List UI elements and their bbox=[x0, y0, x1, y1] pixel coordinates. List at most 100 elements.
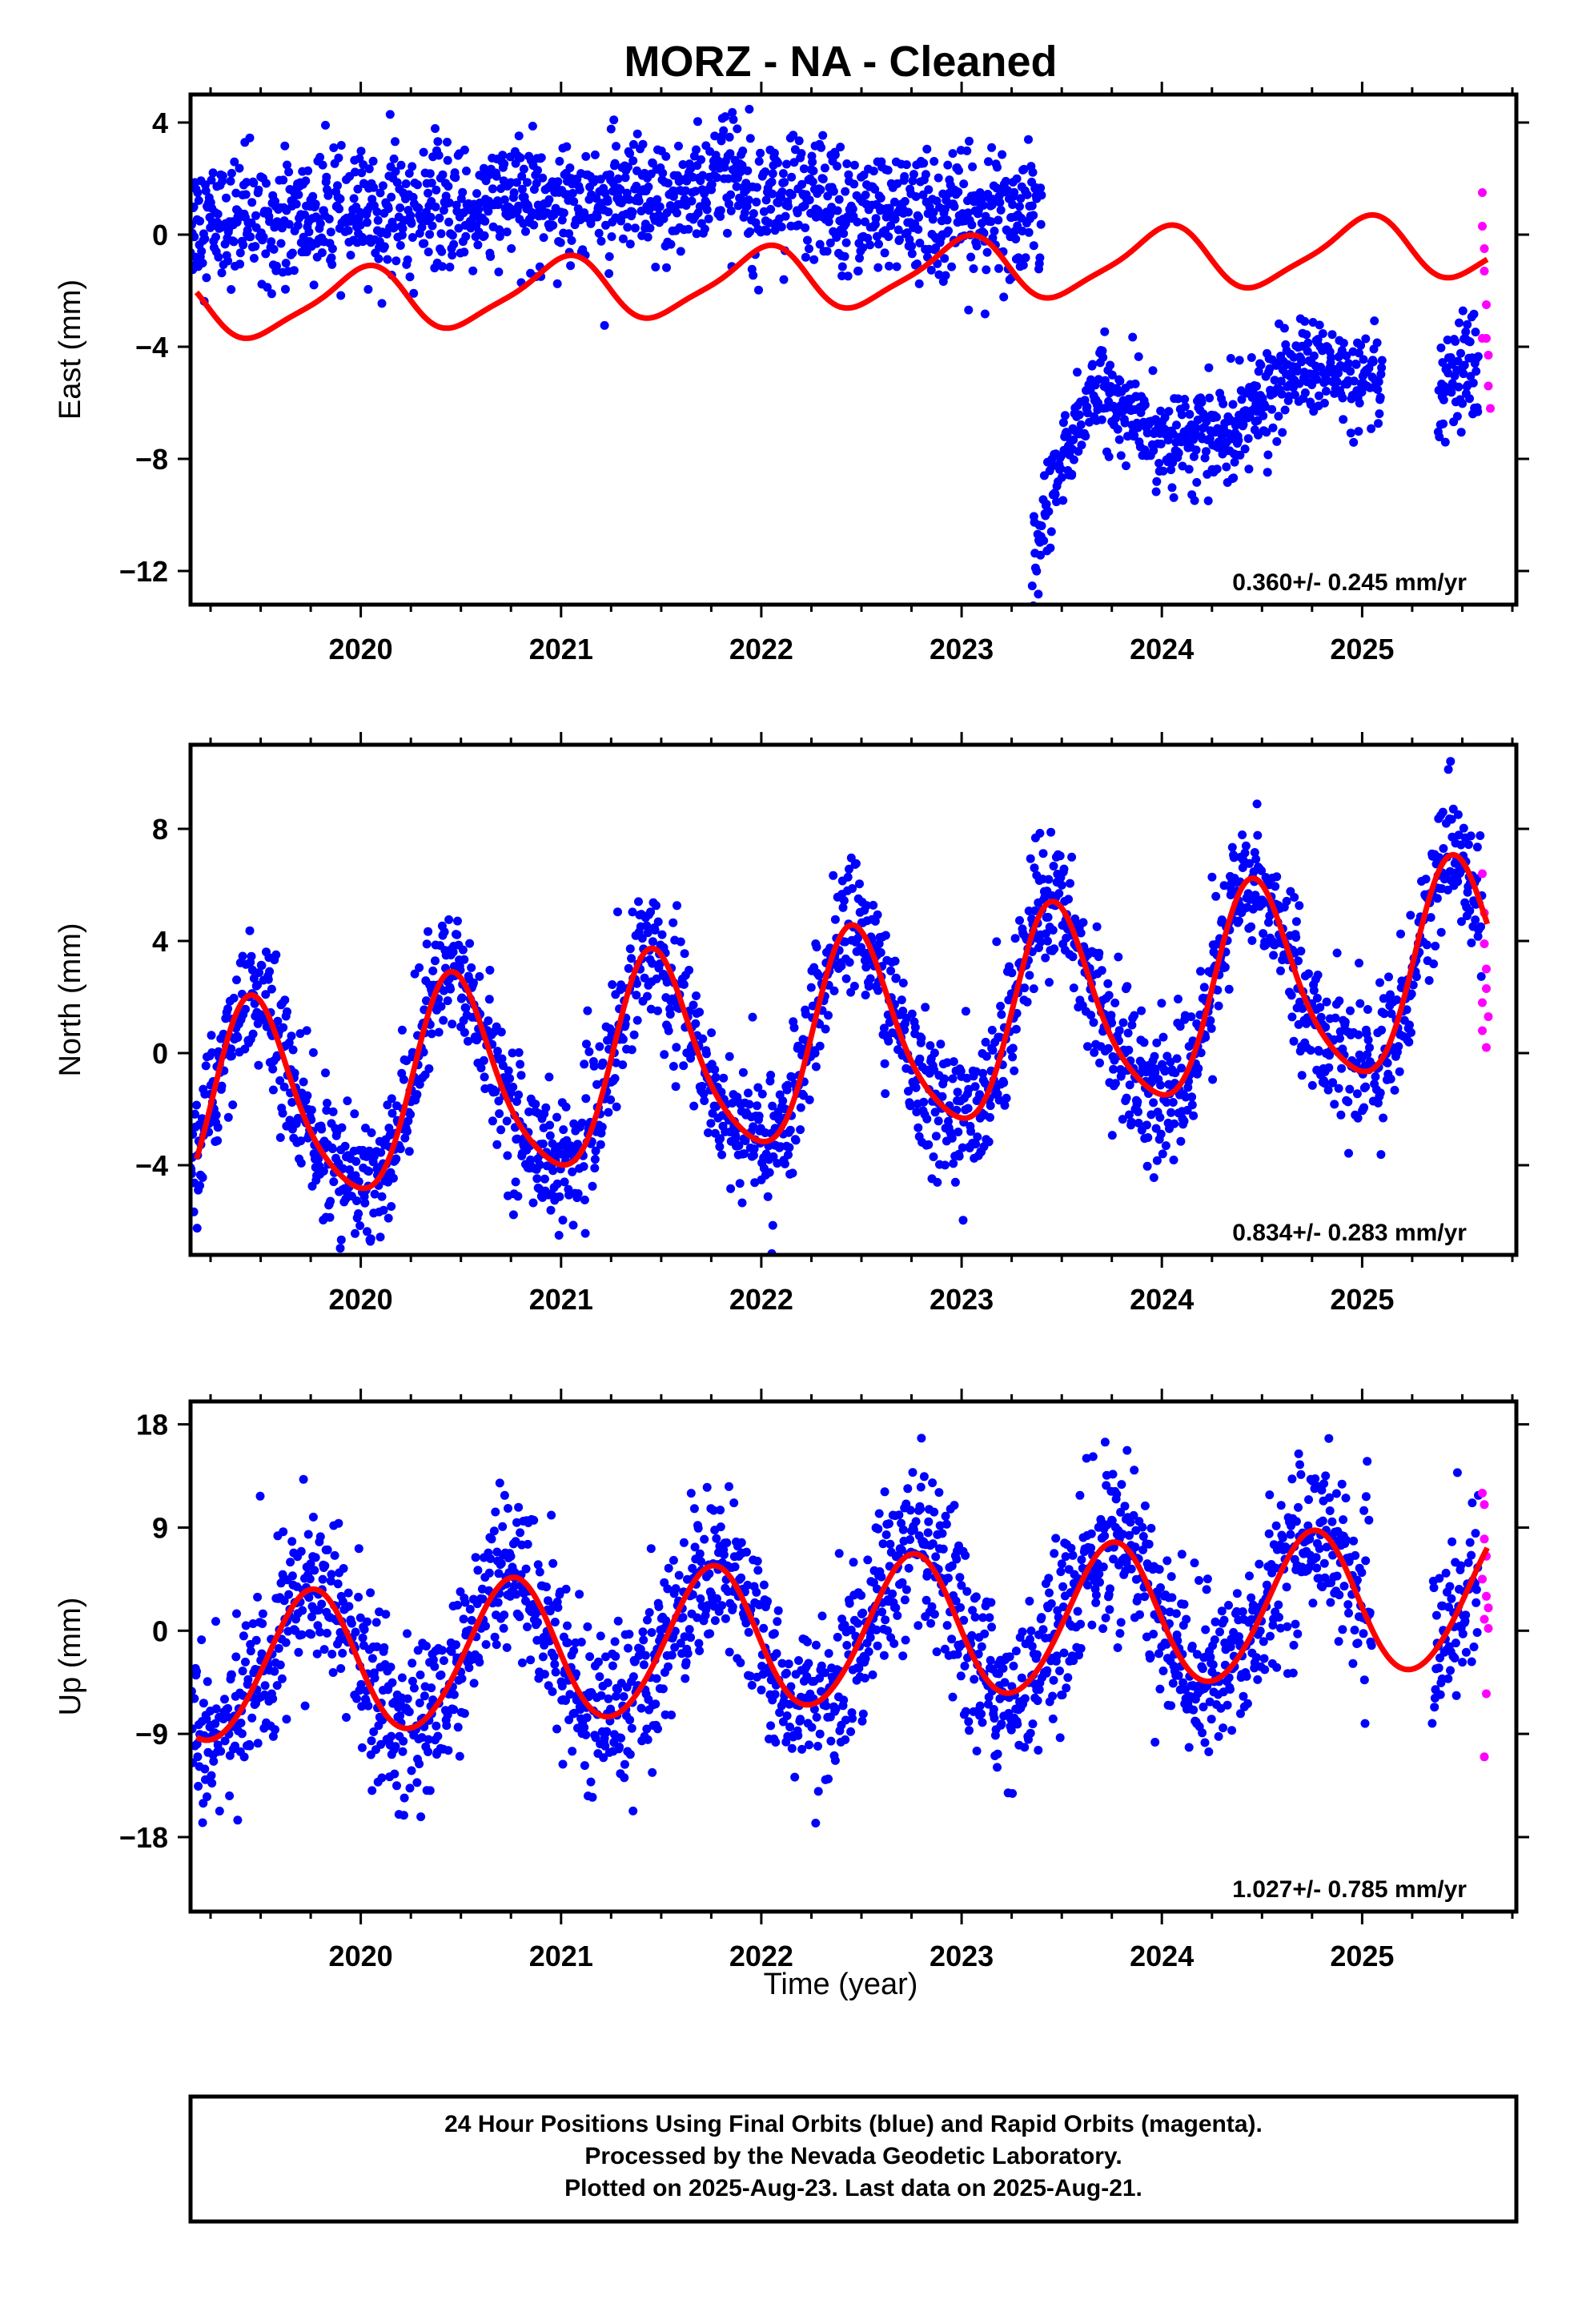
final-orbit-point bbox=[781, 211, 790, 221]
final-orbit-point bbox=[834, 195, 844, 204]
final-orbit-point bbox=[607, 232, 616, 241]
final-orbit-point bbox=[1094, 375, 1103, 384]
final-orbit-point bbox=[547, 1510, 556, 1520]
final-orbit-point bbox=[1276, 376, 1286, 386]
final-orbit-point bbox=[542, 1161, 552, 1171]
y-tick-label: 0 bbox=[152, 219, 168, 251]
final-orbit-point bbox=[1346, 367, 1355, 376]
final-orbit-point bbox=[1303, 338, 1313, 348]
final-orbit-point bbox=[1028, 167, 1038, 177]
final-orbit-point bbox=[731, 1131, 741, 1140]
final-orbit-point bbox=[213, 1136, 223, 1145]
final-orbit-point bbox=[1354, 1030, 1363, 1039]
final-orbit-point bbox=[725, 132, 734, 142]
final-orbit-point bbox=[396, 241, 405, 250]
final-orbit-point bbox=[830, 150, 840, 159]
rapid-orbit-point bbox=[1478, 869, 1487, 879]
final-orbit-point bbox=[1263, 468, 1272, 477]
final-orbit-point bbox=[643, 928, 652, 938]
final-orbit-point bbox=[922, 1114, 932, 1124]
final-orbit-point bbox=[737, 1198, 747, 1208]
final-orbit-point bbox=[839, 229, 849, 239]
final-orbit-point bbox=[1243, 434, 1253, 444]
final-orbit-point bbox=[424, 927, 433, 936]
final-orbit-point bbox=[431, 956, 440, 966]
final-orbit-point bbox=[581, 151, 591, 161]
final-orbit-point bbox=[1300, 388, 1310, 397]
final-orbit-point bbox=[263, 283, 272, 292]
final-orbit-point bbox=[361, 1124, 370, 1133]
final-orbit-point bbox=[1134, 423, 1142, 432]
final-orbit-point bbox=[698, 1034, 708, 1043]
final-orbit-point bbox=[319, 1166, 328, 1176]
final-orbit-point bbox=[517, 184, 527, 194]
final-orbit-point bbox=[962, 146, 972, 155]
final-orbit-point bbox=[513, 1192, 523, 1201]
final-orbit-point bbox=[590, 1155, 600, 1164]
final-orbit-point bbox=[568, 1747, 577, 1756]
final-orbit-point bbox=[495, 231, 504, 241]
final-orbit-point bbox=[354, 1209, 363, 1218]
final-orbit-point bbox=[422, 939, 432, 949]
final-orbit-point bbox=[457, 993, 467, 1003]
final-orbit-point bbox=[261, 249, 271, 259]
final-orbit-point bbox=[285, 1116, 295, 1125]
final-orbit-point bbox=[257, 961, 267, 971]
final-orbit-point bbox=[1066, 879, 1074, 888]
east-rapid-orbit-points bbox=[1478, 188, 1495, 413]
final-orbit-point bbox=[475, 1658, 484, 1667]
final-orbit-point bbox=[907, 1009, 917, 1019]
final-orbit-point bbox=[669, 918, 678, 927]
final-orbit-point bbox=[1473, 352, 1483, 361]
final-orbit-point bbox=[437, 262, 447, 271]
final-orbit-point bbox=[249, 254, 259, 263]
final-orbit-point bbox=[1168, 429, 1178, 439]
final-orbit-point bbox=[992, 937, 1002, 947]
final-orbit-point bbox=[225, 1791, 235, 1800]
final-orbit-point bbox=[443, 138, 452, 147]
final-orbit-point bbox=[281, 1638, 291, 1647]
final-orbit-point bbox=[873, 986, 883, 995]
final-orbit-point bbox=[1377, 1025, 1387, 1035]
final-orbit-point bbox=[1008, 200, 1018, 209]
final-orbit-point bbox=[387, 1678, 397, 1687]
final-orbit-point bbox=[987, 1025, 997, 1035]
final-orbit-point bbox=[829, 187, 838, 196]
final-orbit-point bbox=[618, 234, 628, 243]
final-orbit-point bbox=[195, 1181, 205, 1190]
final-orbit-point bbox=[387, 192, 396, 202]
final-orbit-point bbox=[913, 1123, 923, 1132]
final-orbit-point bbox=[438, 170, 448, 179]
final-orbit-point bbox=[564, 229, 574, 239]
final-orbit-point bbox=[424, 1064, 434, 1073]
final-orbit-point bbox=[255, 1491, 265, 1501]
final-orbit-point bbox=[1453, 356, 1463, 366]
final-orbit-point bbox=[700, 224, 709, 234]
final-orbit-point bbox=[241, 1657, 250, 1667]
final-orbit-point bbox=[689, 1000, 698, 1010]
final-orbit-point bbox=[516, 1059, 525, 1069]
final-orbit-point bbox=[841, 974, 851, 983]
final-orbit-point bbox=[192, 1667, 201, 1676]
final-orbit-point bbox=[1269, 951, 1279, 960]
final-orbit-point bbox=[982, 265, 991, 275]
final-orbit-point bbox=[893, 179, 902, 188]
final-orbit-point bbox=[428, 221, 437, 231]
final-orbit-point bbox=[1158, 466, 1168, 476]
final-orbit-point bbox=[915, 239, 925, 247]
final-orbit-point bbox=[1404, 1037, 1414, 1047]
final-orbit-point bbox=[1244, 464, 1254, 474]
final-orbit-point bbox=[869, 900, 878, 910]
final-orbit-point bbox=[630, 223, 640, 233]
final-orbit-point bbox=[444, 198, 454, 207]
y-tick-label: −4 bbox=[135, 1149, 168, 1182]
final-orbit-point bbox=[1321, 387, 1331, 396]
final-orbit-point bbox=[931, 1132, 941, 1141]
final-orbit-point bbox=[745, 1100, 754, 1109]
final-orbit-point bbox=[416, 1671, 425, 1679]
final-orbit-point bbox=[787, 172, 797, 182]
final-orbit-point bbox=[308, 191, 318, 201]
final-orbit-point bbox=[1330, 1100, 1339, 1109]
final-orbit-point bbox=[528, 1198, 538, 1208]
final-orbit-point bbox=[420, 1691, 429, 1701]
